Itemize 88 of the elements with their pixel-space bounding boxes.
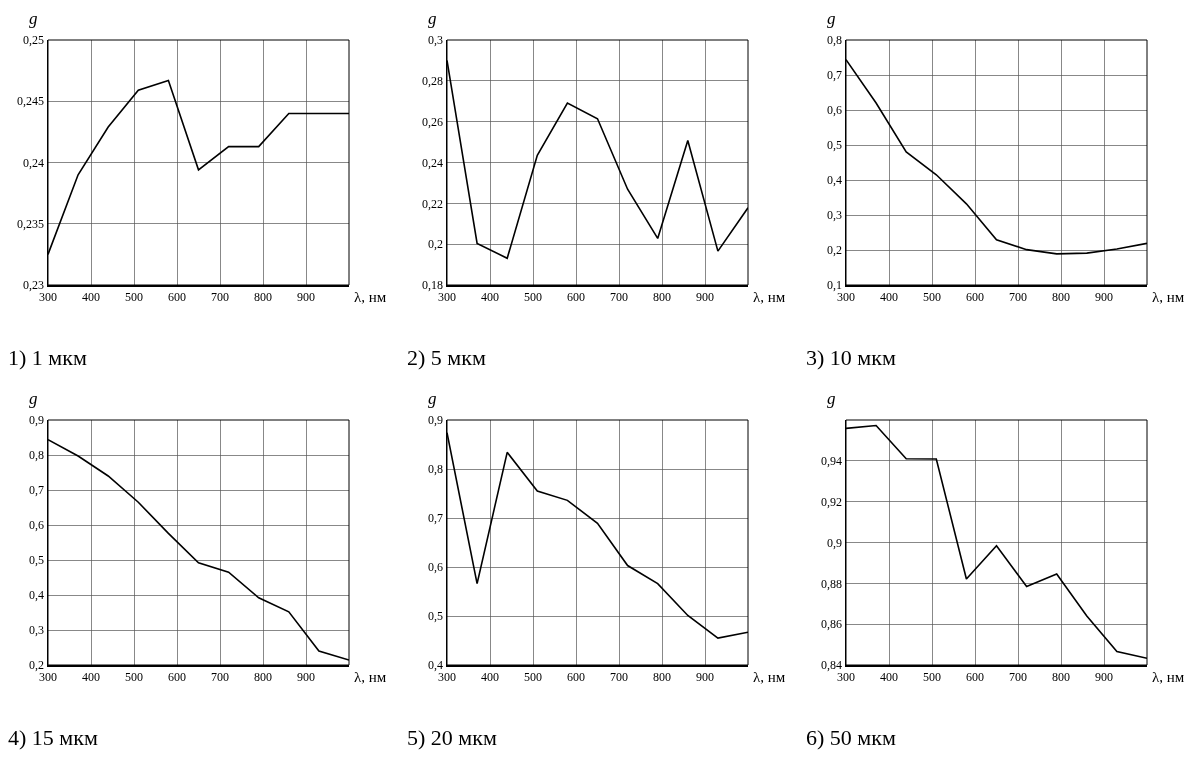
y-tick-label: 0,3: [29, 623, 45, 638]
y-tick-label: 0,94: [821, 454, 843, 469]
y-tick-label: 0,2: [827, 243, 843, 258]
x-tick-label: 900: [1095, 289, 1113, 304]
y-tick-label: 0,92: [821, 494, 843, 509]
y-tick-label: 0,2: [428, 237, 444, 252]
x-tick-label: 800: [653, 289, 671, 304]
x-tick-label: 600: [168, 289, 186, 304]
y-tick-label: 0,245: [17, 94, 45, 109]
x-tick-label: 500: [524, 289, 542, 304]
x-tick-label: 400: [481, 289, 499, 304]
y-tick-label: 0,3: [827, 208, 843, 223]
x-tick-label: 900: [696, 669, 714, 684]
x-tick-label: 700: [211, 289, 229, 304]
x-tick-label: 400: [880, 669, 898, 684]
text: 6) 50 мкм: [805, 724, 896, 750]
y-tick-label: 0,8: [827, 33, 843, 48]
x-axis-title: λ, нм: [354, 289, 387, 305]
y-tick-label: 0,24: [422, 155, 444, 170]
x-tick-label: 500: [923, 669, 941, 684]
x-tick-label: 500: [524, 669, 542, 684]
y-tick-label: 0,88: [821, 576, 843, 591]
y-tick-label: 0,6: [827, 103, 843, 118]
x-tick-label: 700: [1009, 289, 1027, 304]
x-tick-label: 400: [880, 289, 898, 304]
y-tick-label: 0,5: [29, 553, 45, 568]
x-tick-label: 700: [1009, 669, 1027, 684]
text: 4) 15 мкм: [7, 724, 98, 750]
x-tick-label: 400: [82, 289, 100, 304]
y-tick-label: 0,26: [422, 114, 444, 129]
y-tick-label: 0,8: [428, 462, 444, 477]
y-tick-label: 0,3: [428, 33, 444, 48]
x-axis-title: λ, нм: [753, 669, 786, 685]
x-tick-label: 500: [125, 669, 143, 684]
y-tick-label: 0,7: [428, 511, 444, 526]
x-tick-label: 900: [297, 669, 315, 684]
x-axis-title: λ, нм: [1152, 289, 1185, 305]
x-tick-label: 600: [567, 289, 585, 304]
y-tick-label: 0,28: [422, 74, 444, 89]
x-tick-label: 600: [168, 669, 186, 684]
y-axis-title: g: [827, 389, 836, 408]
x-tick-label: 900: [696, 289, 714, 304]
y-tick-label: 0,86: [821, 617, 843, 632]
x-tick-label: 800: [254, 669, 272, 684]
text: 2) 5 мкм: [406, 344, 486, 370]
x-axis-title: λ, нм: [753, 289, 786, 305]
x-tick-label: 700: [211, 669, 229, 684]
x-tick-label: 600: [567, 669, 585, 684]
x-tick-label: 600: [966, 289, 984, 304]
x-tick-label: 900: [297, 289, 315, 304]
y-tick-label: 0,5: [428, 609, 444, 624]
x-tick-label: 500: [923, 289, 941, 304]
y-axis-title: g: [29, 389, 38, 408]
text: 3) 10 мкм: [805, 344, 896, 370]
x-tick-label: 800: [1052, 289, 1070, 304]
x-tick-label: 700: [610, 289, 628, 304]
x-tick-label: 500: [125, 289, 143, 304]
text: 1) 1 мкм: [7, 344, 87, 370]
x-axis-title: λ, нм: [354, 669, 387, 685]
x-tick-label: 700: [610, 669, 628, 684]
y-tick-label: 0,24: [23, 155, 45, 170]
x-tick-label: 400: [82, 669, 100, 684]
x-tick-label: 400: [481, 669, 499, 684]
y-axis-title: g: [29, 9, 38, 28]
y-tick-label: 0,235: [17, 216, 45, 231]
y-tick-label: 0,6: [29, 518, 45, 533]
y-tick-label: 0,4: [29, 588, 45, 603]
y-tick-label: 0,7: [827, 68, 843, 83]
text: 5) 20 мкм: [406, 724, 497, 750]
y-tick-label: 0,9: [29, 413, 45, 428]
y-tick-label: 0,9: [428, 413, 444, 428]
y-tick-label: 0,4: [827, 173, 843, 188]
x-tick-label: 800: [653, 669, 671, 684]
x-tick-label: 900: [1095, 669, 1113, 684]
y-tick-label: 0,9: [827, 535, 843, 550]
y-tick-label: 0,7: [29, 483, 45, 498]
x-tick-label: 600: [966, 669, 984, 684]
y-tick-label: 0,5: [827, 138, 843, 153]
y-tick-label: 0,6: [428, 560, 444, 575]
x-tick-label: 800: [254, 289, 272, 304]
x-tick-label: 800: [1052, 669, 1070, 684]
y-axis-title: g: [827, 9, 836, 28]
x-axis-title: λ, нм: [1152, 669, 1185, 685]
y-tick-label: 0,25: [23, 33, 45, 48]
y-tick-label: 0,22: [422, 196, 444, 211]
y-tick-label: 0,8: [29, 448, 45, 463]
y-axis-title: g: [428, 389, 437, 408]
y-axis-title: g: [428, 9, 437, 28]
